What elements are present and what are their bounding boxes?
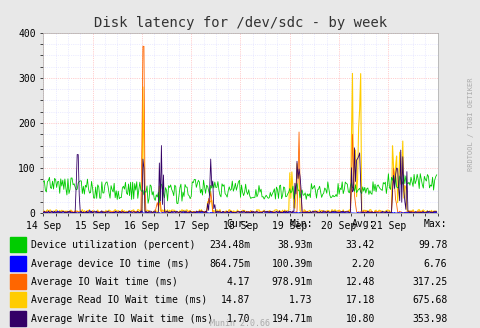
Text: 99.78: 99.78	[417, 240, 446, 250]
Text: 675.68: 675.68	[411, 296, 446, 305]
Text: 1.70: 1.70	[226, 314, 250, 324]
Text: 10.80: 10.80	[345, 314, 374, 324]
Bar	[10, 311, 26, 326]
Text: Device utilization (percent): Device utilization (percent)	[31, 240, 195, 250]
Text: 17.18: 17.18	[345, 296, 374, 305]
Bar	[10, 293, 26, 307]
Text: Min:: Min:	[288, 219, 312, 229]
Text: Average device IO time (ms): Average device IO time (ms)	[31, 259, 190, 269]
Text: Cur:: Cur:	[226, 219, 250, 229]
Text: Avg:: Avg:	[351, 219, 374, 229]
Text: 1.73: 1.73	[288, 296, 312, 305]
Text: 4.17: 4.17	[226, 277, 250, 287]
Text: 2.20: 2.20	[351, 259, 374, 269]
Text: RRDTOOL / TOBI OETIKER: RRDTOOL / TOBI OETIKER	[467, 78, 473, 172]
Text: 6.76: 6.76	[423, 259, 446, 269]
Text: Max:: Max:	[423, 219, 446, 229]
Text: 33.42: 33.42	[345, 240, 374, 250]
Text: 864.75m: 864.75m	[209, 259, 250, 269]
Text: 194.71m: 194.71m	[271, 314, 312, 324]
Text: 317.25: 317.25	[411, 277, 446, 287]
Text: Average Read IO Wait time (ms): Average Read IO Wait time (ms)	[31, 296, 207, 305]
Bar	[10, 256, 26, 271]
Text: 14.87: 14.87	[220, 296, 250, 305]
Text: 234.48m: 234.48m	[209, 240, 250, 250]
Text: 978.91m: 978.91m	[271, 277, 312, 287]
Text: Average Write IO Wait time (ms): Average Write IO Wait time (ms)	[31, 314, 213, 324]
Text: 12.48: 12.48	[345, 277, 374, 287]
Title: Disk latency for /dev/sdc - by week: Disk latency for /dev/sdc - by week	[94, 16, 386, 30]
Text: 353.98: 353.98	[411, 314, 446, 324]
Bar	[10, 274, 26, 289]
Bar	[10, 237, 26, 252]
Text: 38.93m: 38.93m	[277, 240, 312, 250]
Text: Munin 2.0.66: Munin 2.0.66	[210, 319, 270, 328]
Text: Average IO Wait time (ms): Average IO Wait time (ms)	[31, 277, 178, 287]
Text: 100.39m: 100.39m	[271, 259, 312, 269]
